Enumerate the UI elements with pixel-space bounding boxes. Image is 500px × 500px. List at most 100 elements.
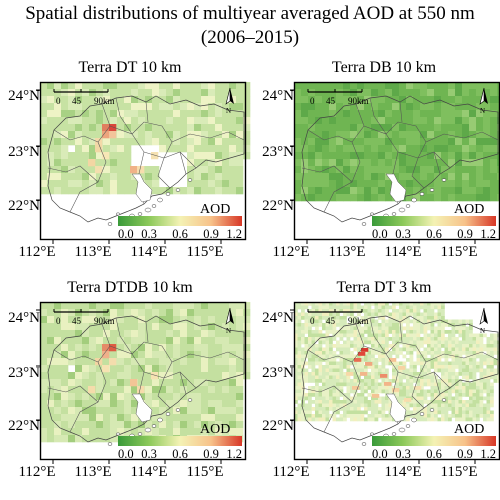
aod-cell — [301, 82, 309, 90]
aod-cell — [469, 173, 477, 181]
aod-cell — [395, 386, 400, 390]
aod-cell — [483, 368, 487, 373]
aod-cell — [423, 368, 428, 373]
aod-cell — [427, 103, 435, 111]
aod-cell — [455, 330, 459, 334]
aod-cell — [243, 302, 251, 310]
aod-cell — [304, 302, 309, 306]
aod-cell — [311, 305, 316, 310]
aod-cell — [385, 389, 389, 394]
aod-cell — [75, 302, 83, 310]
aod-cell — [444, 330, 449, 334]
aod-cell — [406, 326, 410, 331]
aod-cell — [297, 403, 302, 408]
city-boundary — [433, 151, 441, 175]
aod-cell — [329, 187, 337, 195]
aod-cell — [329, 180, 337, 188]
aod-cell — [166, 407, 174, 415]
aod-cell — [40, 365, 48, 373]
aod-hotspot — [102, 344, 110, 352]
aod-cell — [110, 180, 118, 188]
aod-cell — [427, 138, 435, 146]
aod-cell — [437, 368, 442, 373]
aod-cell — [96, 351, 104, 359]
aod-cell — [61, 103, 69, 111]
aod-cell — [236, 96, 244, 104]
aod-cell — [103, 330, 111, 338]
aod-cell — [54, 337, 62, 345]
aod-cell — [117, 309, 125, 317]
province-outline — [47, 315, 245, 443]
aod-cell — [322, 337, 326, 341]
aod-cell — [294, 302, 298, 306]
aod-cell — [378, 326, 382, 331]
aod-cell — [54, 103, 62, 111]
aod-cell — [357, 400, 361, 404]
aod-cell — [427, 337, 431, 341]
aod-cell — [406, 347, 410, 352]
aod-cell — [399, 82, 407, 90]
aod-cell — [96, 386, 104, 394]
aod-cell — [420, 103, 428, 111]
aod-cell — [131, 358, 139, 366]
aod-cell — [236, 152, 244, 160]
aod-cell — [364, 309, 368, 313]
city-boundary — [131, 121, 173, 159]
aod-cell — [173, 351, 181, 359]
aod-cell — [322, 323, 326, 327]
aod-cell — [364, 417, 368, 422]
aod-cell — [297, 375, 302, 380]
aod-cell — [371, 180, 379, 188]
aod-cell — [346, 330, 351, 334]
aod-cell — [493, 333, 498, 338]
aod-cell — [493, 340, 498, 345]
aod-cell — [75, 428, 83, 436]
aod-cell — [103, 187, 111, 195]
aod-cell — [462, 340, 466, 345]
aod-cell — [353, 361, 358, 366]
aod-cell — [103, 180, 111, 188]
aod-cell — [61, 414, 69, 422]
aod-cell — [294, 166, 302, 174]
aod-cell — [451, 372, 456, 376]
aod-cell — [332, 368, 337, 373]
aod-cell — [437, 333, 442, 338]
aod-cell — [124, 173, 132, 181]
aod-cell — [469, 372, 473, 376]
aod-cell — [124, 337, 132, 345]
aod-cell — [201, 152, 209, 160]
aod-cell — [465, 417, 470, 422]
aod-cell — [187, 82, 195, 90]
aod-cell — [434, 305, 438, 310]
aod-cell — [371, 312, 375, 317]
aod-cell — [343, 309, 347, 313]
aod-cell — [315, 375, 319, 380]
aod-cell — [476, 386, 480, 390]
aod-cell — [187, 337, 195, 345]
aod-cell — [399, 361, 403, 366]
aod-cell — [437, 323, 442, 327]
aod-cell — [423, 340, 428, 345]
aod-cell — [180, 124, 188, 132]
aod-cell — [304, 410, 309, 415]
aod-cell — [462, 103, 470, 111]
aod-cell — [465, 337, 470, 341]
aod-cell — [395, 396, 400, 401]
aod-cell — [110, 407, 118, 415]
aod-cell — [451, 337, 456, 341]
aod-cell — [427, 309, 431, 313]
aod-cell — [462, 358, 466, 362]
aod-cell — [68, 309, 76, 317]
aod-cell — [325, 319, 330, 324]
aod-cell — [353, 396, 358, 401]
aod-cell — [47, 407, 55, 415]
aod-cell — [180, 145, 188, 153]
aod-cell — [187, 414, 195, 422]
aod-cell — [329, 382, 333, 387]
aod-cell — [486, 382, 491, 387]
aod-cell — [483, 138, 491, 146]
aod-cell — [318, 351, 323, 355]
island — [429, 188, 435, 192]
aod-cell — [395, 368, 400, 373]
aod-cell — [54, 393, 62, 401]
